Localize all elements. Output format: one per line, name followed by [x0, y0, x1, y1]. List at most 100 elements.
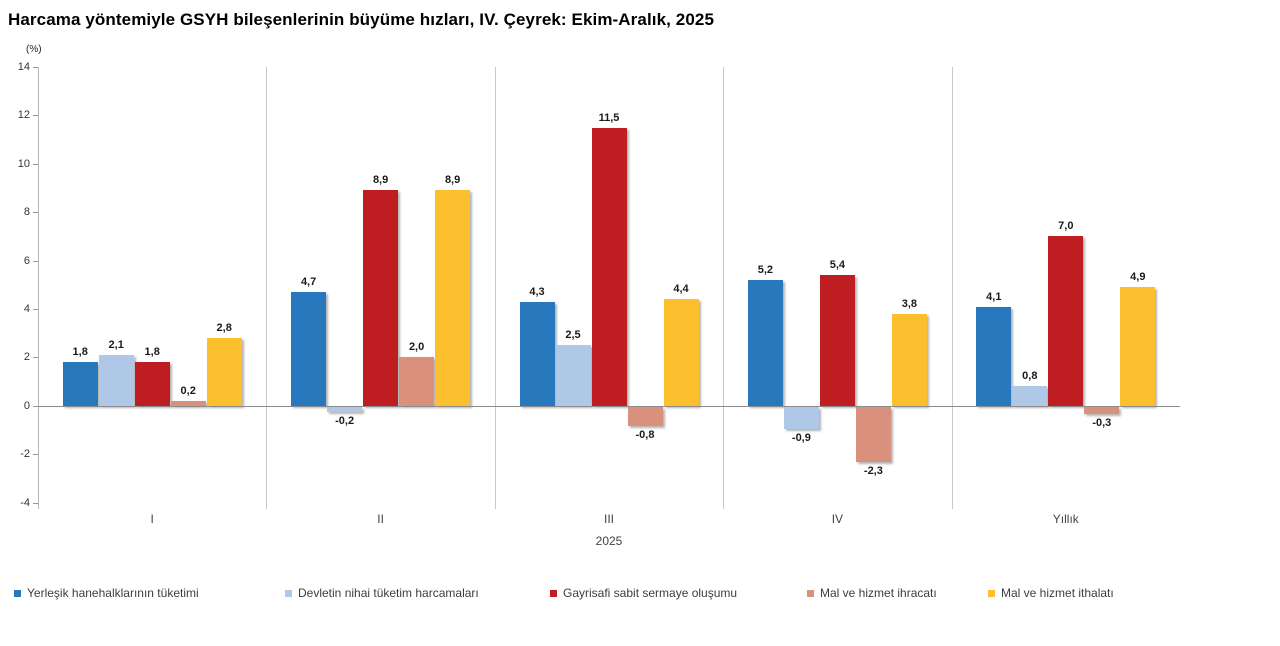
legend-swatch-household-consumption	[14, 589, 21, 597]
bar-II-s2	[363, 190, 399, 406]
bar-value-label: 2,8	[216, 322, 232, 335]
bar-Yıllık-s3	[1084, 406, 1120, 415]
bar-value-label: 0,8	[1022, 370, 1038, 383]
legend-swatch-government-consumption	[285, 589, 292, 597]
bar-II-s0	[291, 292, 327, 406]
bar-III-s4	[663, 299, 699, 406]
x-axis-category-label: II	[377, 512, 384, 526]
x-axis-category-label: Yıllık	[1052, 512, 1079, 526]
y-axis-tick	[33, 115, 38, 117]
bar-value-label: -2,3	[863, 465, 883, 478]
bar-Yıllık-s4	[1120, 287, 1156, 406]
legend-label: Mal ve hizmet ihracatı	[820, 586, 937, 600]
bar-value-label: -0,9	[791, 431, 811, 444]
bar-value-label: -0,3	[1092, 417, 1112, 430]
y-axis-line	[38, 67, 39, 509]
y-axis-tick-label: 10	[17, 157, 30, 170]
bar-value-label: 1,8	[144, 346, 160, 359]
bar-III-s1	[555, 345, 591, 406]
bar-value-label: 3,8	[901, 297, 918, 310]
bar-III-s0	[519, 301, 555, 406]
y-axis-tick-label: 8	[23, 206, 30, 219]
legend-item-imports: Mal ve hizmet ithalatı	[988, 585, 1114, 601]
y-axis-tick-label: -4	[20, 496, 30, 509]
bar-value-label: 5,2	[757, 263, 774, 276]
bar-value-label: 4,3	[529, 285, 545, 298]
bar-I-s4	[206, 338, 242, 406]
bar-value-label: 2,5	[565, 329, 581, 342]
bar-IV-s0	[747, 279, 783, 406]
category-separator-line	[723, 67, 724, 509]
bar-IV-s2	[819, 275, 855, 406]
bar-value-label: 11,5	[598, 111, 620, 124]
bar-value-label: 4,7	[300, 276, 317, 289]
bar-Yıllık-s0	[976, 306, 1012, 406]
bar-I-s1	[98, 354, 134, 406]
y-axis-tick-label: 2	[23, 351, 30, 364]
legend-item-fixed-capital: Gayrisafi sabit sermaye oluşumu	[550, 585, 737, 601]
x-axis-category-label: IV	[831, 512, 844, 526]
legend-label: Gayrisafi sabit sermaye oluşumu	[563, 586, 738, 600]
y-axis-tick	[33, 260, 38, 262]
y-axis-tick	[33, 67, 38, 68]
y-axis-tick	[33, 163, 38, 165]
legend-label: Mal ve hizmet ithalatı	[1001, 586, 1114, 600]
x-axis-year-note: 2025	[595, 534, 623, 548]
y-axis-tick	[33, 405, 38, 407]
y-axis-tick	[33, 309, 38, 310]
bar-value-label: 2,1	[108, 338, 124, 351]
legend-label: Devletin nihai tüketim harcamaları	[298, 586, 479, 600]
bar-value-label: 5,4	[829, 259, 846, 272]
bar-IV-s4	[891, 313, 927, 406]
legend-label: Yerleşik hanehalklarının tüketimi	[27, 586, 199, 600]
x-axis-zero-line	[38, 405, 1180, 407]
y-axis-tick-label: -2	[20, 448, 30, 461]
x-axis-category-label: I	[150, 512, 154, 526]
bar-value-label: 0,2	[180, 384, 196, 397]
y-axis-tick	[33, 502, 38, 504]
bar-Yıllık-s1	[1012, 386, 1048, 406]
bar-value-label: 8,9	[444, 174, 461, 187]
bar-I-s2	[134, 362, 170, 406]
y-axis-tick	[33, 357, 38, 359]
bar-I-s3	[170, 400, 206, 406]
legend-swatch-fixed-capital	[550, 589, 557, 597]
bar-value-label: 8,9	[372, 174, 389, 187]
bar-value-label: 1,8	[72, 346, 88, 359]
bar-value-label: 7,0	[1058, 220, 1074, 233]
bar-III-s3	[627, 406, 663, 427]
chart-title: Harcama yöntemiyle GSYH bileşenlerinin b…	[8, 10, 715, 29]
bar-Yıllık-s2	[1048, 236, 1084, 406]
bar-III-s2	[591, 127, 627, 406]
category-separator-line	[266, 67, 267, 509]
y-axis-tick-label: 4	[23, 303, 30, 315]
bar-value-label: 4,1	[986, 290, 1002, 303]
category-separator-line	[495, 67, 496, 509]
legend-item-exports: Mal ve hizmet ihracatı	[807, 585, 937, 601]
y-axis-unit-label: (%)	[26, 44, 42, 55]
bar-IV-s1	[783, 406, 819, 429]
bar-II-s3	[399, 357, 435, 406]
y-axis-tick	[33, 454, 38, 456]
bar-II-s4	[435, 190, 471, 406]
bar-I-s0	[62, 362, 98, 406]
bar-value-label: 4,4	[673, 283, 689, 296]
legend-swatch-imports	[988, 589, 995, 597]
legend-item-government-consumption: Devletin nihai tüketim harcamaları	[285, 585, 479, 601]
bar-IV-s3	[855, 406, 891, 463]
chart-legend: Yerleşik hanehalklarının tüketimi Devlet…	[0, 585, 1280, 605]
y-axis-tick-label: 14	[17, 61, 30, 73]
y-axis-tick-label: 0	[23, 399, 30, 412]
bar-value-label: 4,9	[1130, 271, 1146, 284]
y-axis-tick	[33, 212, 38, 214]
bar-value-label: 2,0	[408, 341, 425, 354]
y-axis-tick-label: 12	[17, 109, 30, 122]
bar-value-label: -0,2	[335, 414, 355, 427]
legend-item-household-consumption: Yerleşik hanehalklarının tüketimi	[14, 585, 199, 601]
category-separator-line	[952, 67, 953, 509]
bar-value-label: -0,8	[635, 429, 655, 442]
y-axis-tick-label: 6	[23, 254, 30, 267]
x-axis-category-label: III	[603, 512, 614, 526]
